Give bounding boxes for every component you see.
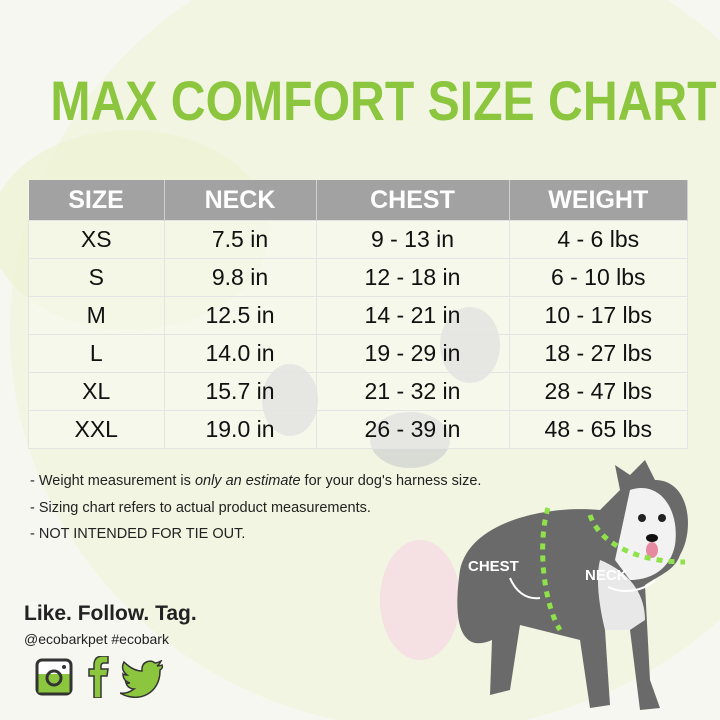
cell-neck: 9.8 in: [163, 258, 317, 297]
table-row: XL 15.7 in 21 - 32 in 28 - 47 lbs: [28, 372, 688, 411]
chest-label: CHEST: [468, 558, 519, 575]
cell-chest: 14 - 21 in: [315, 296, 510, 335]
cell-size: XL: [28, 372, 165, 411]
twitter-icon[interactable]: [120, 660, 164, 698]
chest-arrow-icon: [509, 577, 541, 600]
header-neck: NECK: [164, 180, 317, 221]
cell-weight: 28 - 47 lbs: [508, 372, 688, 411]
table-header-row: SIZE NECK CHEST WEIGHT: [28, 180, 688, 221]
table-row: M 12.5 in 14 - 21 in 10 - 17 lbs: [28, 296, 688, 335]
cell-chest: 26 - 39 in: [315, 410, 510, 449]
note-weight: - Weight measurement is only an estimate…: [30, 468, 481, 495]
cell-size: M: [28, 296, 165, 335]
cell-neck: 15.7 in: [163, 372, 317, 411]
header-chest: CHEST: [316, 180, 510, 221]
cell-weight: 4 - 6 lbs: [508, 220, 688, 259]
note-text: - Weight measurement is: [30, 473, 195, 489]
cell-neck: 14.0 in: [163, 334, 317, 373]
note-tie-out: - NOT INTENDED FOR TIE OUT.: [30, 526, 246, 542]
facebook-icon[interactable]: [86, 656, 110, 698]
social-heading: Like. Follow. Tag.: [24, 602, 197, 625]
table-row: L 14.0 in 19 - 29 in 18 - 27 lbs: [28, 334, 688, 373]
table-row: XS 7.5 in 9 - 13 in 4 - 6 lbs: [28, 220, 688, 259]
note-text: for your dog's harness size.: [300, 473, 482, 489]
notes: - Weight measurement is only an estimate…: [30, 468, 481, 548]
cell-size: XXL: [28, 410, 165, 449]
social-tags: @ecobarkpet #ecobark: [24, 631, 169, 647]
cell-chest: 21 - 32 in: [315, 372, 510, 411]
neck-arrow-icon: [607, 579, 656, 592]
social-icons: [34, 656, 164, 698]
instagram-icon[interactable]: [34, 658, 76, 698]
table-row: XXL 19.0 in 26 - 39 in 48 - 65 lbs: [28, 410, 688, 449]
header-weight: WEIGHT: [509, 180, 688, 221]
note-sizing: - Sizing chart refers to actual product …: [30, 499, 371, 516]
cell-size: XS: [28, 220, 165, 259]
cell-chest: 12 - 18 in: [315, 258, 510, 297]
page-title: MAX COMFORT SIZE CHART: [50, 69, 717, 132]
husky-dog-illustration: CHEST NECK: [457, 460, 688, 710]
cell-weight: 10 - 17 lbs: [508, 296, 688, 335]
cell-chest: 9 - 13 in: [315, 220, 510, 259]
note-emphasis: only an estimate: [194, 473, 301, 489]
cell-weight: 48 - 65 lbs: [508, 410, 688, 449]
header-size: SIZE: [28, 180, 165, 221]
cell-neck: 7.5 in: [163, 220, 317, 259]
cell-size: S: [28, 258, 165, 297]
cell-weight: 6 - 10 lbs: [508, 258, 688, 297]
neck-label: NECK: [585, 567, 628, 584]
cell-chest: 19 - 29 in: [315, 334, 510, 373]
cell-neck: 12.5 in: [163, 296, 317, 335]
cell-neck: 19.0 in: [163, 410, 317, 449]
cell-size: L: [28, 334, 165, 373]
cell-weight: 18 - 27 lbs: [508, 334, 688, 373]
size-table: SIZE NECK CHEST WEIGHT XS 7.5 in 9 - 13 in…: [28, 180, 688, 449]
table-row: S 9.8 in 12 - 18 in 6 - 10 lbs: [28, 258, 688, 297]
